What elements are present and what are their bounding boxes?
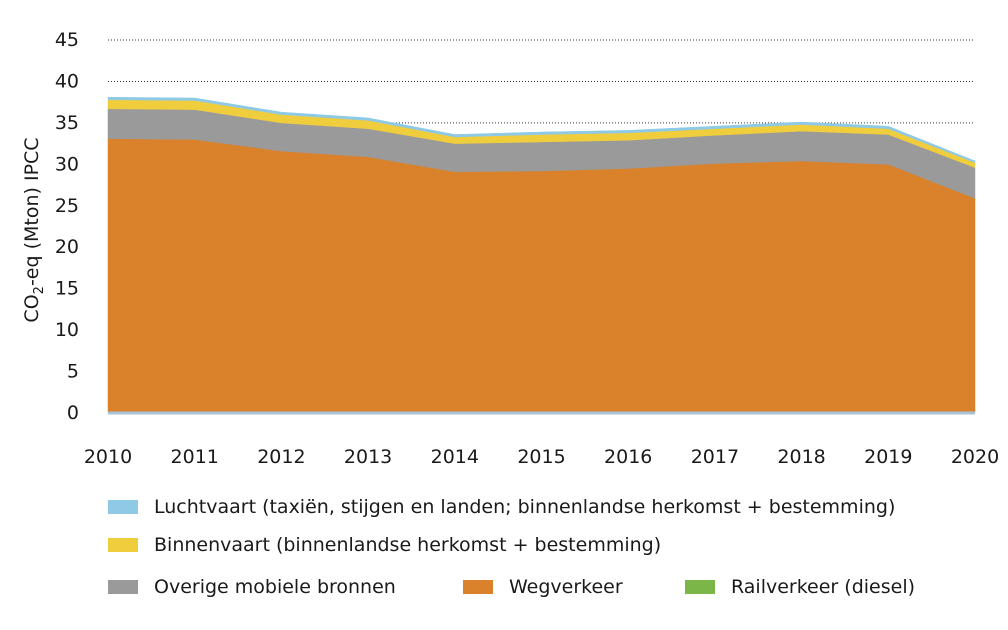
- x-tick-label: 2017: [691, 446, 739, 468]
- y-tick-label: 25: [55, 195, 79, 217]
- y-tick-label: 30: [55, 153, 79, 175]
- x-tick-label: 2010: [84, 446, 132, 468]
- area-series: [107, 96, 976, 414]
- legend-label-luchtvaart: Luchtvaart (taxiën, stijgen en landen; b…: [154, 496, 896, 518]
- y-tick-label: 40: [55, 70, 79, 92]
- y-tick-label: 45: [55, 29, 79, 51]
- y-axis-ticks: 0 5 10 15 20 25 30 35 40 45: [55, 29, 79, 424]
- y-tick-label: 20: [55, 236, 79, 258]
- legend-item-luchtvaart: Luchtvaart (taxiën, stijgen en landen; b…: [108, 496, 895, 518]
- x-tick-label: 2013: [344, 446, 392, 468]
- legend-item-wegverkeer: Wegverkeer: [463, 576, 623, 598]
- area-series-luchtvaart: [107, 96, 976, 164]
- area-series-wegverkeer: [107, 138, 976, 413]
- y-axis-label: CO2-eq (Mton) IPCC: [21, 137, 47, 322]
- x-tick-label: 2015: [517, 446, 565, 468]
- legend-item-overige: Overige mobiele bronnen: [108, 576, 396, 598]
- legend-item-railverkeer: Railverkeer (diesel): [685, 576, 915, 598]
- legend-swatch-binnenvaart: [108, 538, 138, 552]
- y-axis-label-main: CO: [21, 294, 43, 322]
- legend-swatch-railverkeer: [685, 580, 715, 594]
- y-tick-label: 0: [67, 402, 79, 424]
- y-tick-label: 35: [55, 112, 79, 134]
- x-tick-label: 2018: [777, 446, 825, 468]
- y-tick-label: 15: [55, 278, 79, 300]
- x-tick-label: 2020: [951, 446, 999, 468]
- legend-label-binnenvaart: Binnenvaart (binnenlandse herkomst + bes…: [154, 534, 662, 556]
- y-axis-label-subscript: 2: [32, 286, 47, 294]
- legend-label-overige: Overige mobiele bronnen: [154, 576, 396, 598]
- y-tick-label: 5: [67, 361, 79, 383]
- y-tick-label: 10: [55, 319, 79, 341]
- legend-swatch-luchtvaart: [108, 500, 138, 514]
- x-tick-label: 2019: [864, 446, 912, 468]
- y-axis-label-rest: -eq (Mton) IPCC: [21, 137, 43, 286]
- x-tick-label: 2014: [431, 446, 479, 468]
- legend-label-wegverkeer: Wegverkeer: [509, 576, 623, 598]
- x-axis-ticks: 2010 2011 2012 2013 2014 2015 2016 2017 2018 2019…: [84, 446, 999, 468]
- x-tick-label: 2011: [171, 446, 219, 468]
- legend-label-railverkeer: Railverkeer (diesel): [731, 576, 916, 598]
- legend-item-binnenvaart: Binnenvaart (binnenlandse herkomst + bes…: [108, 534, 661, 556]
- x-tick-label: 2016: [604, 446, 652, 468]
- x-tick-label: 2012: [257, 446, 305, 468]
- legend-swatch-overige: [108, 580, 138, 594]
- legend-swatch-wegverkeer: [463, 580, 493, 594]
